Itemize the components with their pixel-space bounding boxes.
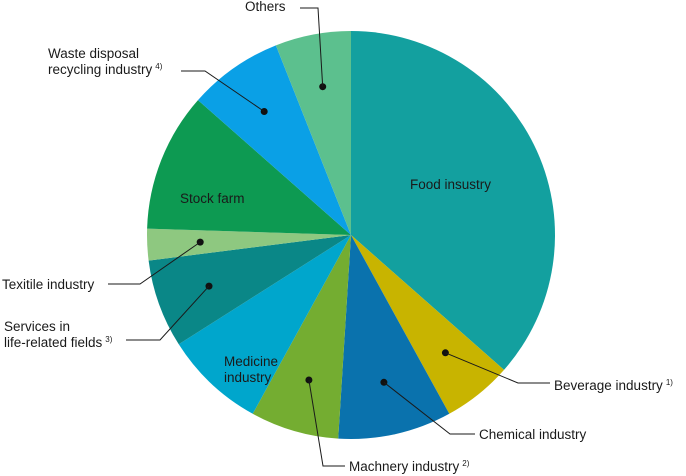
label-stock-farm: Stock farm [180,191,245,206]
label-services: Services in life-related fields 3) [4,319,113,350]
label-waste-line-1: Waste disposal [48,46,139,61]
leader-lines [108,7,550,467]
label-chemical-industry: Chemical industry [479,427,587,442]
pie-slice-medicine-industry [178,235,351,414]
label-waste-disposal: Waste disposal recycling industry 4) [48,46,163,77]
label-services-line-2: life-related fields [4,335,103,350]
pie-slice-services-in-life-related-fields [148,235,351,345]
label-beverage-industry: Beverage industry 1) [554,378,673,393]
label-services-note: 3) [105,335,112,344]
label-medicine-industry: Medicine industry [224,354,278,385]
pie-slice-machnery-industry [252,235,351,439]
leader-line [445,352,550,384]
leader-line [126,285,210,341]
leader-line [300,7,324,87]
leader-line [308,379,345,467]
label-food-industry: Food insustry [410,177,491,192]
label-machinery-industry-text: Machnery industry [349,459,460,474]
pie-slice-others [275,31,351,235]
label-services-line-1: Services in [4,319,70,334]
pie-slice-stock-farm [147,100,351,235]
pie-slices [146,31,555,440]
label-textile-industry: Texitile industry [2,277,95,292]
label-medicine-line-1: Medicine [224,354,278,369]
label-beverage-industry-note: 1) [666,378,673,387]
label-beverage-industry-text: Beverage industry [554,378,663,393]
pie-slice-food-insustry [351,31,555,370]
leader-line [108,241,201,285]
label-machinery-industry-note: 2) [462,459,469,468]
pie-slice-texitile-industry [146,228,351,261]
label-others: Others [245,0,286,14]
leader-line [181,70,265,112]
label-medicine-line-2: industry [224,370,272,385]
label-waste-note: 4) [155,62,162,71]
pie-slice-beverage-industry [351,235,505,414]
label-machinery-industry: Machnery industry 2) [349,459,470,474]
leader-line [383,381,475,435]
pie-slice-chemical-industry [338,235,450,440]
label-waste-line-2: recycling industry [48,62,153,77]
